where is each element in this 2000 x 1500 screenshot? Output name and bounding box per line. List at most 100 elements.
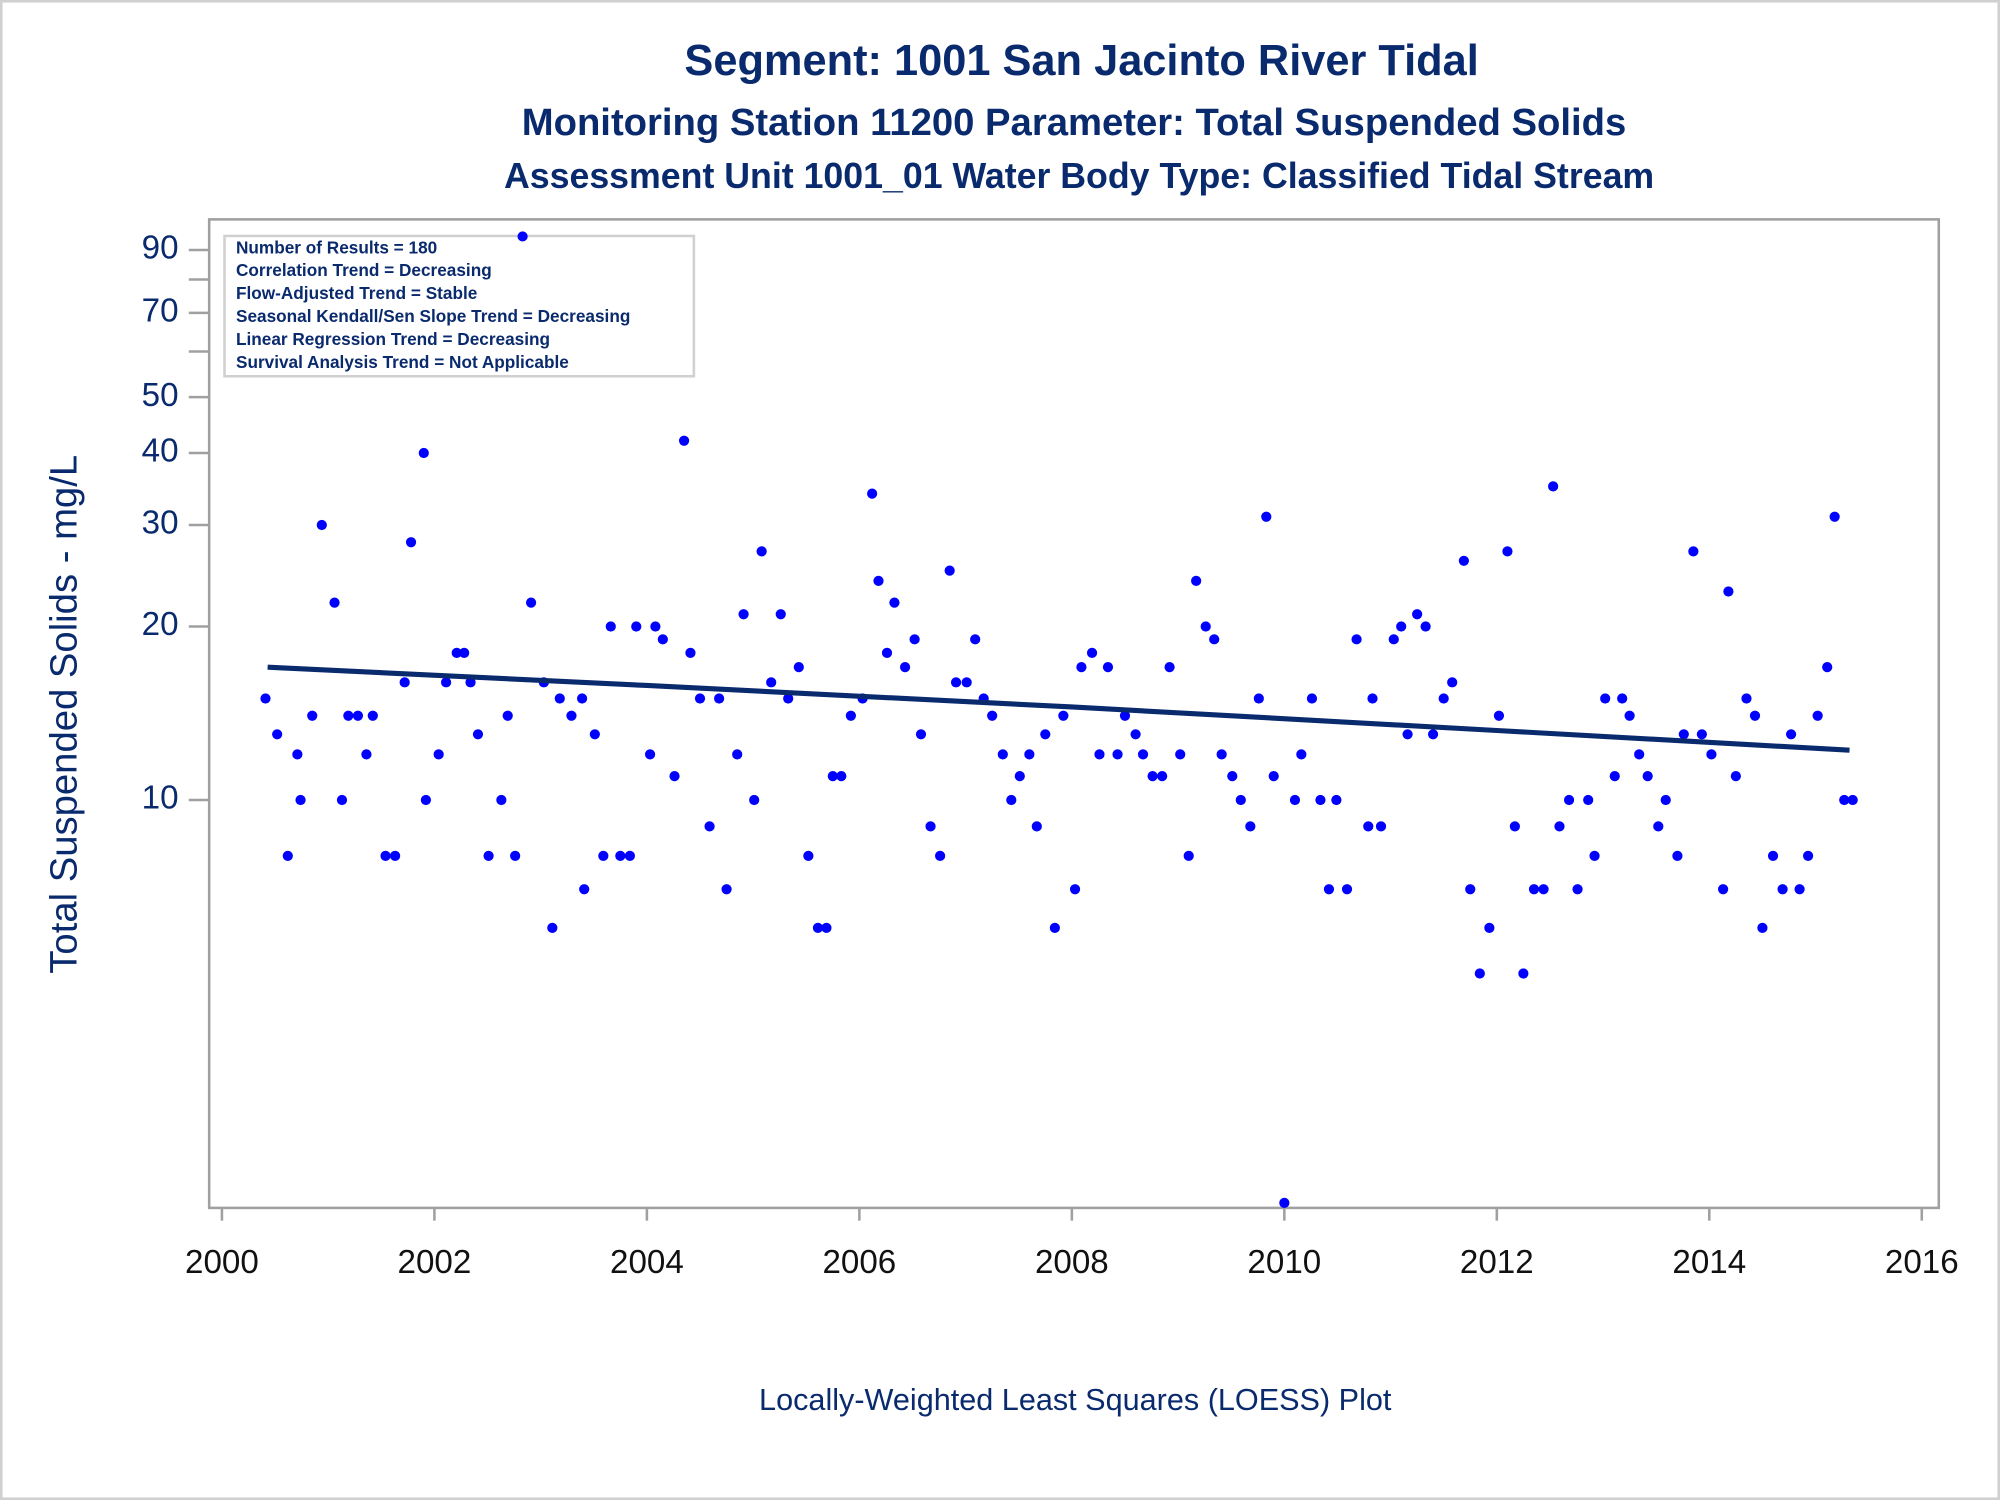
- data-point: [685, 647, 696, 658]
- data-point: [624, 850, 635, 861]
- data-point: [867, 488, 878, 499]
- data-point: [1706, 749, 1717, 760]
- stats-line: Survival Analysis Trend = Not Applicable: [236, 352, 569, 372]
- data-point: [961, 677, 972, 688]
- data-point: [1420, 621, 1431, 632]
- x-tick-label: 2012: [1460, 1244, 1534, 1281]
- data-point: [775, 609, 786, 620]
- data-point: [1660, 794, 1671, 806]
- data-point: [1296, 749, 1307, 760]
- data-point: [738, 609, 749, 620]
- y-tick-label: 20: [142, 606, 179, 643]
- data-point: [295, 794, 306, 806]
- data-point: [1794, 884, 1805, 895]
- data-point: [483, 850, 494, 861]
- data-point: [1839, 794, 1850, 806]
- data-point: [472, 729, 484, 740]
- data-point: [1634, 749, 1645, 760]
- data-point: [1130, 729, 1141, 740]
- data-point: [1624, 710, 1635, 721]
- data-point: [1076, 662, 1087, 673]
- data-point: [935, 850, 946, 861]
- data-point: [793, 662, 804, 673]
- data-point: [1069, 884, 1081, 895]
- data-point: [459, 647, 470, 658]
- data-point: [1341, 884, 1353, 895]
- data-point: [390, 850, 401, 861]
- chart-subtitle: Monitoring Station 11200 Parameter: Tota…: [522, 101, 1627, 144]
- data-point: [1086, 647, 1098, 658]
- data-point: [1678, 729, 1689, 740]
- data-point: [721, 884, 732, 895]
- stats-line: Number of Results = 180: [236, 237, 437, 257]
- data-point: [1572, 884, 1583, 895]
- data-point: [694, 693, 706, 704]
- data-point: [1812, 710, 1823, 721]
- data-point: [1688, 546, 1699, 557]
- data-point: [1554, 821, 1565, 832]
- data-point: [1642, 771, 1653, 782]
- data-point: [1847, 794, 1858, 806]
- data-point: [605, 621, 616, 632]
- data-point: [1094, 749, 1105, 760]
- data-point: [909, 634, 920, 645]
- data-point: [1802, 850, 1814, 861]
- data-point: [827, 771, 838, 782]
- data-point: [1102, 662, 1114, 673]
- data-point: [669, 771, 680, 782]
- data-point: [1609, 771, 1620, 782]
- data-point: [845, 710, 856, 721]
- data-point: [1164, 662, 1175, 673]
- data-point: [282, 850, 293, 861]
- data-point: [1396, 621, 1407, 632]
- data-point: [1548, 481, 1559, 492]
- data-point: [987, 710, 998, 721]
- data-point: [1200, 621, 1211, 632]
- data-point: [1261, 511, 1272, 522]
- data-point: [420, 794, 432, 806]
- data-point: [1024, 749, 1035, 760]
- data-point: [1757, 922, 1768, 933]
- data-point: [1509, 821, 1520, 832]
- data-point: [812, 922, 824, 933]
- x-tick-label: 2016: [1885, 1244, 1959, 1281]
- data-point: [1175, 749, 1186, 760]
- data-point: [1829, 511, 1840, 522]
- y-tick-label: 50: [142, 377, 179, 414]
- data-point: [631, 621, 642, 632]
- data-point: [554, 693, 565, 704]
- data-point: [704, 821, 715, 832]
- chart-subtitle: Assessment Unit 1001_01 Water Body Type:…: [504, 156, 1654, 196]
- x-tick-label: 2004: [610, 1244, 684, 1281]
- data-point: [756, 546, 767, 557]
- data-point: [405, 537, 417, 548]
- data-point: [418, 447, 429, 459]
- data-point: [1235, 794, 1246, 806]
- data-point: [502, 710, 513, 721]
- data-point: [1502, 546, 1513, 557]
- data-point: [749, 794, 760, 806]
- data-point: [1323, 884, 1335, 895]
- data-point: [1245, 821, 1256, 832]
- x-tick-label: 2002: [398, 1244, 472, 1281]
- data-point: [451, 647, 462, 658]
- data-point: [732, 749, 743, 760]
- data-point: [1119, 710, 1131, 721]
- data-point: [1484, 922, 1495, 933]
- data-point: [292, 749, 303, 760]
- data-point: [950, 677, 962, 688]
- data-point: [1058, 710, 1069, 721]
- data-point: [766, 677, 777, 688]
- data-point: [1040, 729, 1051, 740]
- y-tick-label: 40: [142, 433, 179, 470]
- data-point: [1289, 794, 1301, 806]
- data-point: [1528, 884, 1540, 895]
- data-point: [1049, 922, 1060, 933]
- data-point: [1006, 794, 1017, 806]
- data-point: [576, 693, 588, 704]
- data-point: [1696, 729, 1707, 740]
- data-point: [1617, 693, 1628, 704]
- data-point: [1589, 850, 1600, 861]
- x-tick-label: 2010: [1247, 1244, 1321, 1281]
